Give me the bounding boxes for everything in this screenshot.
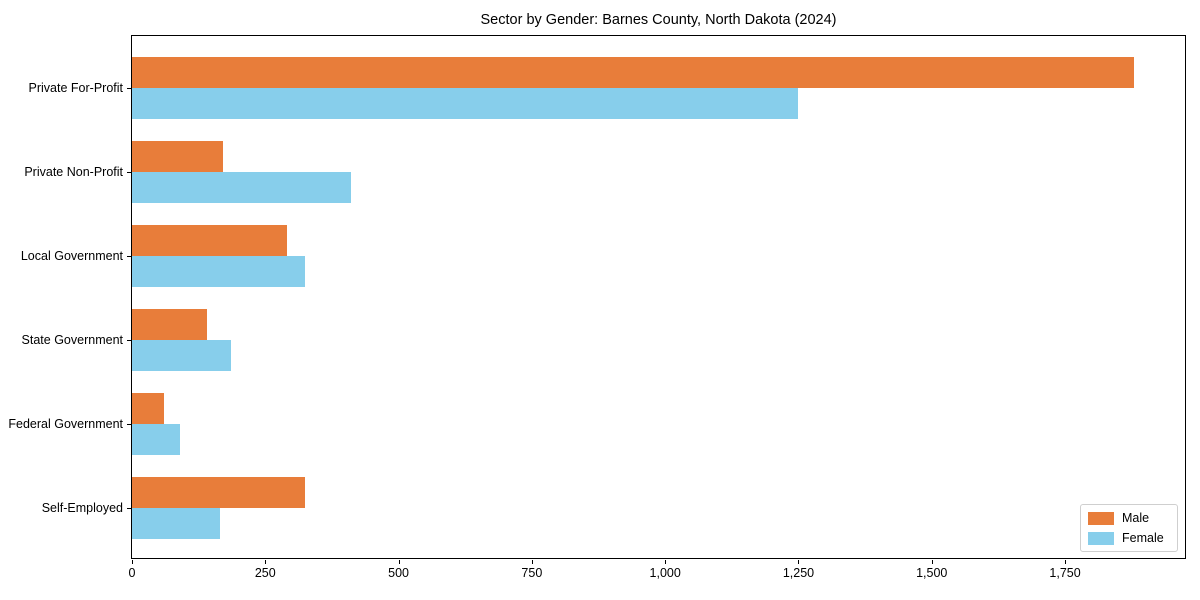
y-tick-self-employed [127,508,131,509]
bar-male-local-government [132,225,287,256]
x-tick-label-750: 750 [521,566,543,580]
bar-male-state-government [132,309,207,340]
x-tick-0 [132,560,133,564]
bar-female-private-for-profit [132,88,798,119]
plot-area: Male Female Private For-Profit Private No… [8,35,1186,580]
chart-title: Sector by Gender: Barnes County, North D… [480,12,837,28]
y-tick-label-private-non-profit: Private Non-Profit [24,165,123,179]
y-tick-private-for-profit [127,88,131,89]
legend: Male Female [1080,504,1178,552]
x-tick-750 [531,560,533,564]
y-tick-label-self-employed: Self-Employed [41,501,123,515]
y-tick-label-federal-government: Federal Government [8,417,123,431]
y-tick-state-government [127,340,131,341]
y-tick-label-local-government: Local Government [20,249,123,263]
male-swatch [1088,511,1114,525]
x-tick-1500 [931,560,933,564]
bar-female-self-employed [132,508,220,539]
bar-male-private-non-profit [132,141,223,172]
x-tick-label-1250: 1,250 [782,566,815,580]
bar-female-private-non-profit [132,172,351,203]
bar-female-federal-government [132,424,180,455]
legend-label-male: Male [1122,511,1150,525]
x-tick-label-500: 500 [388,566,410,580]
x-tick-1000 [665,560,667,564]
y-tick-local-government [127,256,131,257]
y-tick-federal-government [127,424,131,425]
x-tick-label-1500: 1,500 [916,566,948,580]
bar-female-local-government [132,256,305,287]
bar-female-state-government [132,340,231,371]
legend-label-female: Female [1122,531,1164,545]
x-tick-1250 [798,560,800,564]
x-tick-250 [265,560,267,564]
legend-item-female: Female [1088,531,1169,545]
y-tick-private-non-profit [127,172,131,173]
bar-male-private-for-profit [132,57,1134,88]
bar-male-federal-government [132,393,164,424]
legend-item-male: Male [1088,511,1169,525]
x-tick-1750 [1065,560,1067,564]
y-tick-label-state-government: State Government [21,333,123,347]
x-tick-label-1000: 1,000 [649,566,681,580]
bar-male-self-employed [132,477,305,508]
female-swatch [1088,531,1114,545]
x-tick-label-0: 0 [128,566,136,580]
x-tick-label-250: 250 [254,566,276,580]
x-tick-label-1750: 1,750 [1049,566,1081,580]
x-tick-500 [398,560,400,564]
y-tick-label-private-for-profit: Private For-Profit [28,81,123,95]
